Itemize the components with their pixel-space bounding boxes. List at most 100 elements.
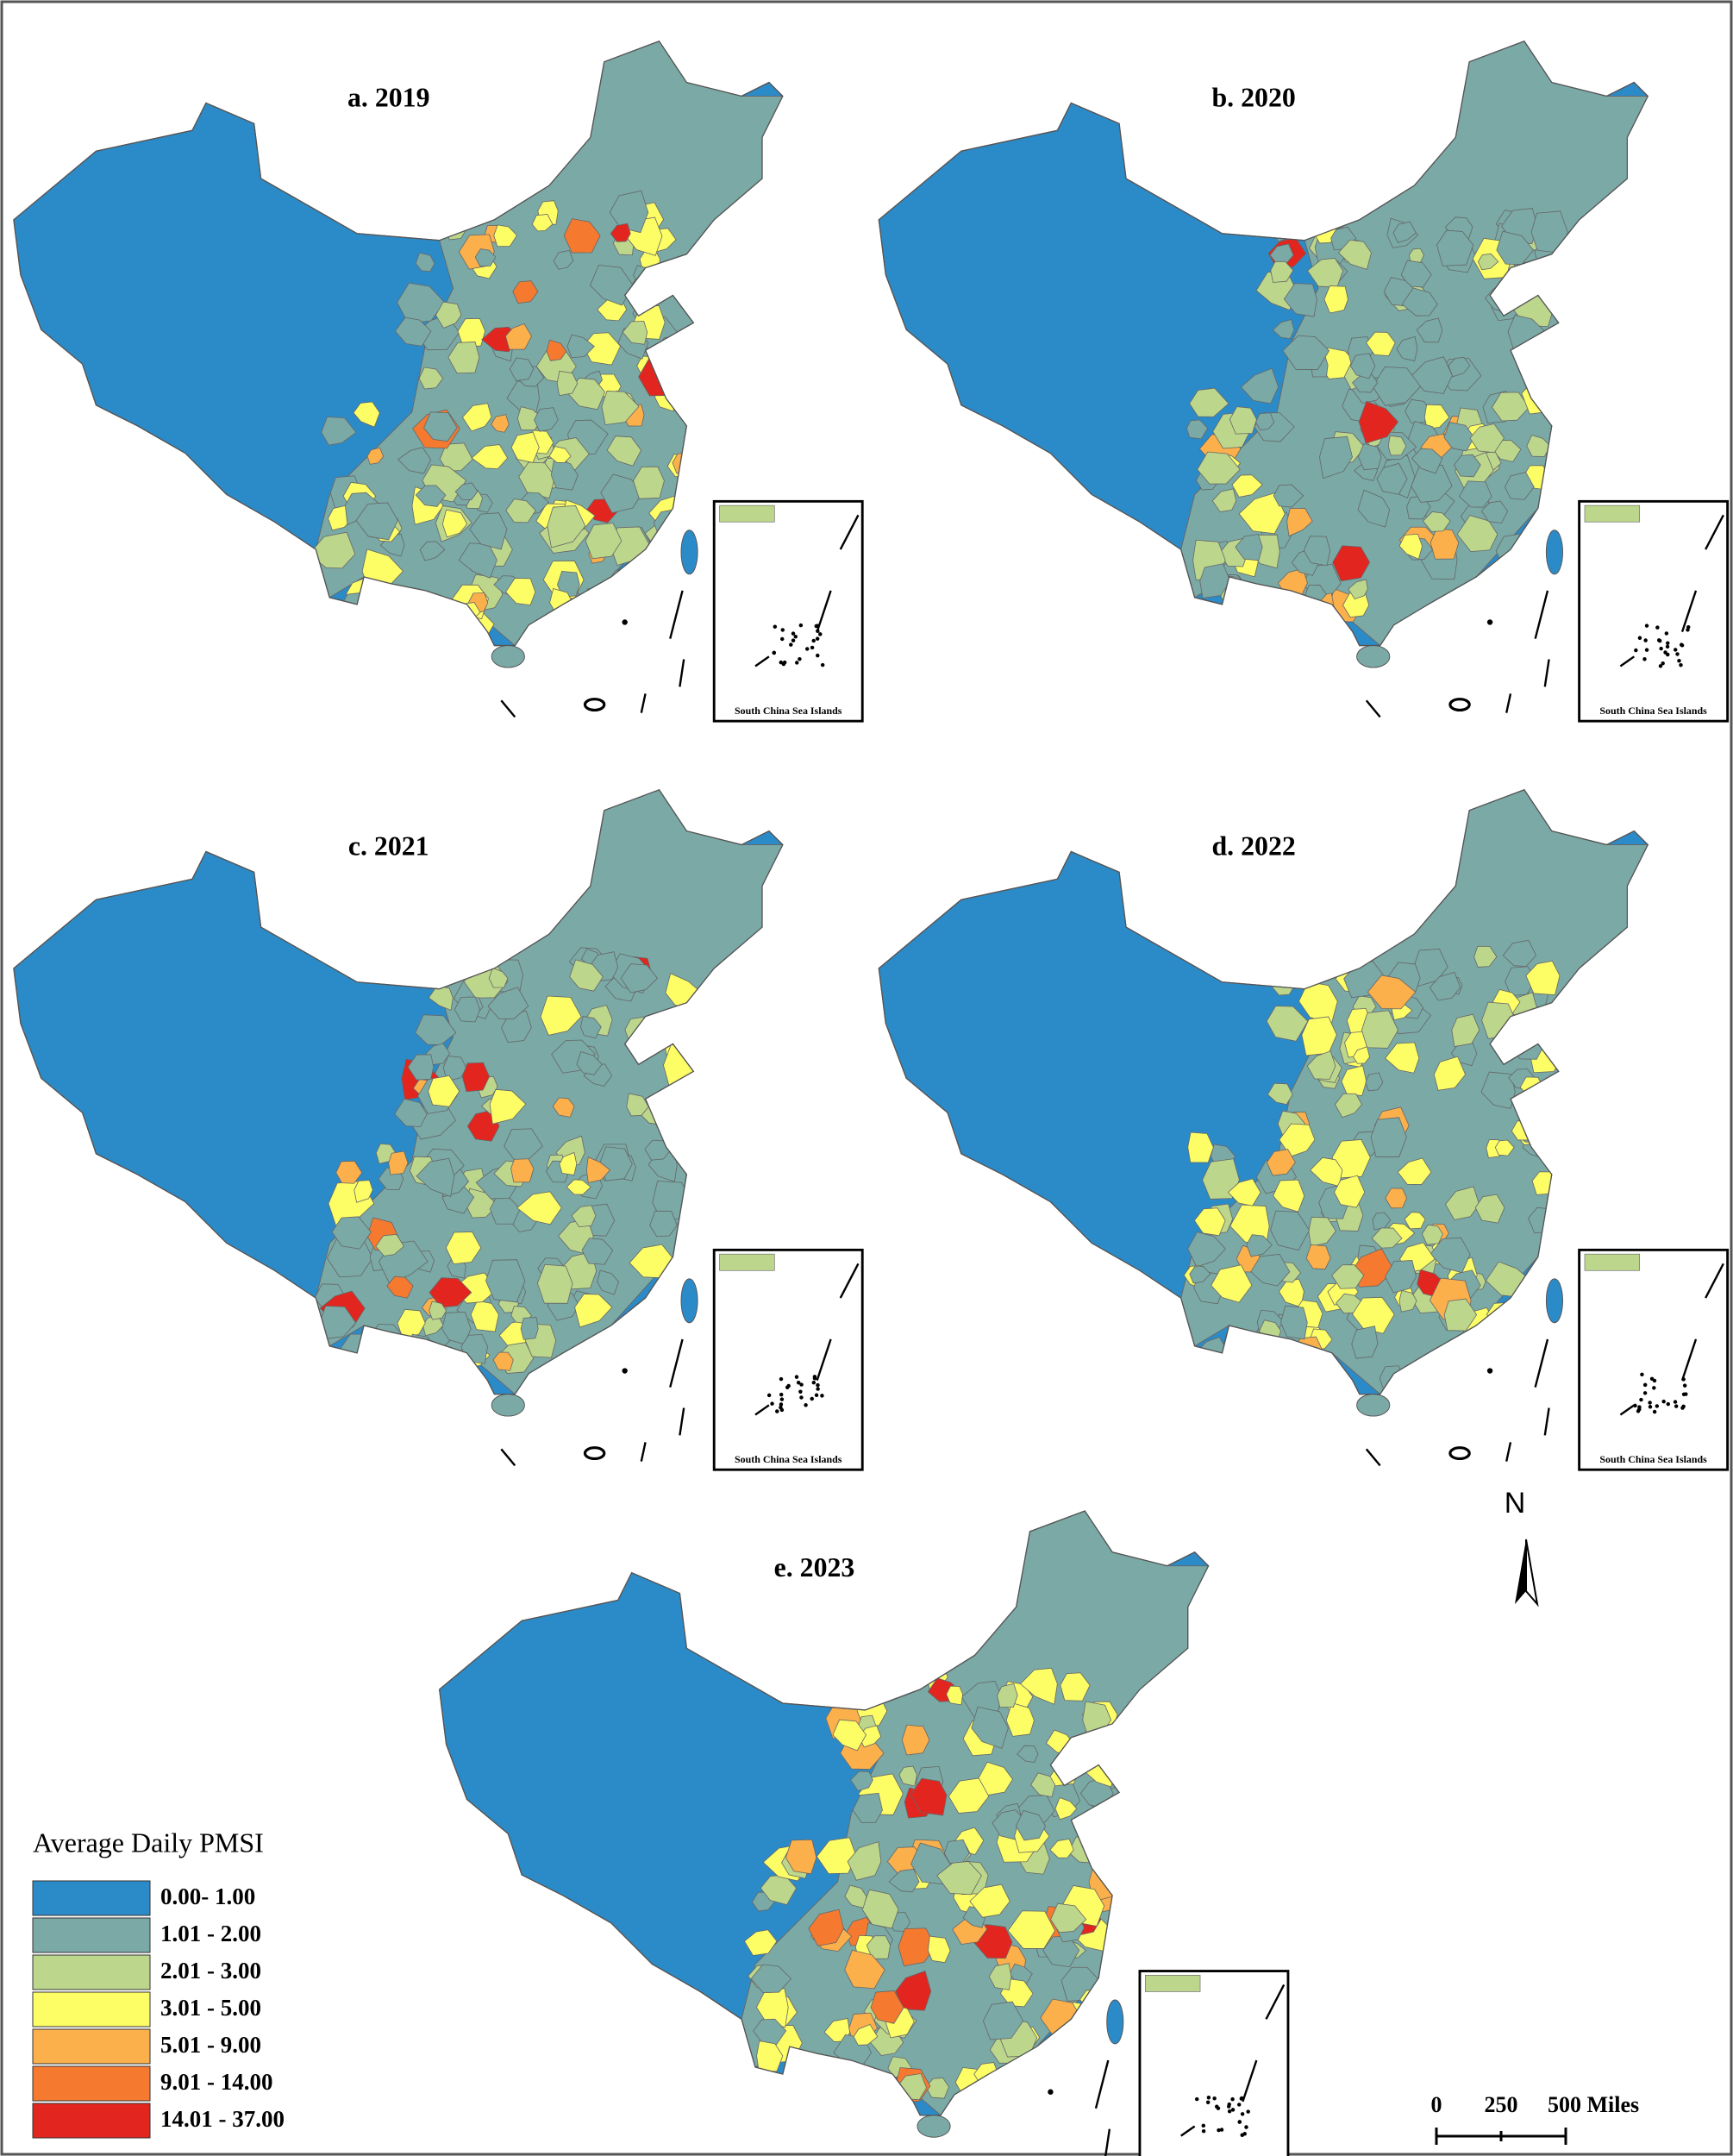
region	[1337, 239, 1372, 270]
region	[1030, 1772, 1056, 1798]
region	[1445, 1186, 1480, 1220]
region	[579, 1015, 602, 1039]
region	[756, 2040, 784, 2072]
region	[1005, 1702, 1035, 1737]
boundary-dash	[640, 1442, 647, 1462]
inset-dash	[1180, 2125, 1196, 2137]
region	[901, 1724, 930, 1756]
country-outline	[878, 789, 1649, 1395]
region	[1398, 533, 1423, 560]
region	[429, 1300, 447, 1320]
region	[1492, 392, 1530, 422]
inset-island	[798, 656, 802, 661]
inset-dash	[1680, 590, 1698, 633]
inset-island	[1681, 1392, 1686, 1397]
island	[583, 1446, 606, 1461]
panel-title: c. 2021	[348, 831, 429, 862]
inset-island	[1633, 1403, 1637, 1408]
region	[353, 1180, 373, 1203]
region	[866, 1935, 891, 1959]
region	[553, 250, 574, 270]
region	[1429, 971, 1461, 1001]
inset-island	[1652, 1386, 1656, 1390]
inset-island	[785, 1385, 790, 1389]
region	[1480, 500, 1509, 523]
region	[394, 1098, 428, 1127]
region	[785, 1839, 817, 1875]
inset-label: South China Sea Islands	[735, 705, 842, 717]
inset-island	[811, 1380, 816, 1385]
region	[428, 985, 454, 1011]
region	[552, 1097, 575, 1118]
inset-island	[1642, 1382, 1648, 1388]
inset-island	[798, 623, 804, 628]
region	[547, 505, 586, 548]
region	[488, 967, 509, 988]
region	[1376, 462, 1408, 495]
legend-swatch	[32, 2065, 151, 2102]
region	[1305, 1244, 1331, 1270]
region	[429, 1277, 472, 1308]
region	[620, 963, 658, 993]
boundary-dash	[669, 1338, 684, 1388]
country-outline	[13, 789, 784, 1395]
region	[546, 339, 567, 361]
region	[474, 248, 497, 267]
inset-island	[1212, 2096, 1217, 2101]
region	[1443, 422, 1475, 452]
boundary-dash	[1365, 699, 1381, 718]
inset-label: South China Sea Islands	[1599, 1453, 1707, 1465]
inset-island	[816, 653, 820, 658]
region	[597, 1269, 619, 1295]
boundary-dash	[1543, 1407, 1550, 1436]
region	[586, 1156, 611, 1183]
region	[550, 458, 579, 491]
inset-island	[1674, 1404, 1679, 1408]
region	[491, 414, 510, 433]
region	[445, 1232, 482, 1265]
region	[531, 214, 554, 232]
inset-island	[1663, 650, 1667, 655]
region	[504, 323, 532, 350]
inset-dash	[1242, 2059, 1258, 2103]
region	[610, 222, 631, 242]
map-panel: South China Sea Islands b. 2020	[878, 41, 1730, 723]
region	[556, 370, 579, 397]
region	[569, 959, 604, 992]
legend-label: 9.01 - 14.00	[160, 2069, 273, 2095]
inset-island	[1230, 2108, 1236, 2112]
inset-island	[791, 631, 796, 636]
region	[1189, 1265, 1211, 1284]
inset-island	[1215, 2104, 1219, 2109]
inset-island	[816, 629, 820, 633]
region	[1227, 1178, 1261, 1206]
region	[1367, 975, 1417, 1010]
inset-land	[1145, 1974, 1201, 1992]
inset-dash	[754, 1404, 770, 1416]
scale-bar: 0 250 500 Miles	[1431, 2092, 1639, 2145]
north-arrow-left	[1515, 1539, 1526, 1604]
region	[1411, 464, 1453, 503]
region	[1358, 400, 1399, 444]
hainan	[491, 645, 525, 668]
region	[1357, 489, 1391, 528]
inset-island	[1681, 1377, 1686, 1382]
inset-island	[1246, 2109, 1250, 2114]
region	[750, 1964, 792, 1994]
region	[1371, 1227, 1403, 1249]
region	[510, 431, 540, 463]
region	[936, 1861, 982, 1896]
region	[1015, 1809, 1046, 1841]
region	[585, 523, 623, 560]
region	[419, 541, 446, 561]
region	[832, 1719, 866, 1752]
region	[1398, 1289, 1417, 1313]
region	[600, 473, 643, 514]
boundary-dash	[500, 1448, 516, 1467]
region	[1280, 1305, 1308, 1340]
inset-island	[1236, 2103, 1242, 2107]
region	[927, 1935, 951, 1964]
inset-island	[1681, 1404, 1686, 1409]
inset-box	[1138, 1970, 1290, 2156]
region	[534, 407, 559, 432]
